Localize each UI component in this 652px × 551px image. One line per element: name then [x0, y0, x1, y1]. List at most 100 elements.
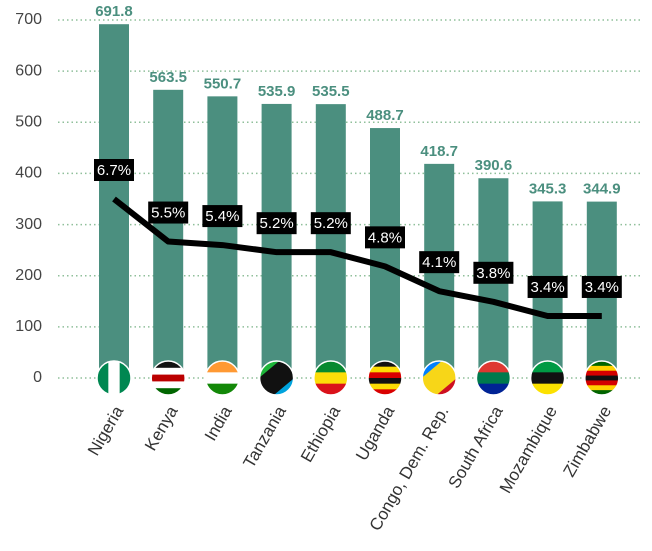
flag-stripe	[368, 372, 402, 379]
flag-stripe	[530, 372, 565, 385]
line-value-label: 5.2%	[259, 215, 293, 232]
flag-stripe	[584, 385, 619, 391]
flag-border	[421, 360, 457, 396]
flag-stripe	[108, 361, 121, 395]
flag-stripe	[119, 361, 131, 395]
y-tick-label: 100	[15, 318, 42, 335]
flag-border	[96, 360, 132, 396]
y-tick-label: 400	[15, 165, 42, 182]
flag-stripe	[584, 375, 619, 381]
y-tick-label: 0	[33, 369, 42, 386]
flag-stripe	[368, 378, 402, 385]
flag-stripe	[151, 388, 186, 395]
bar-value-label: 691.8	[95, 3, 133, 20]
flag-stripe	[368, 383, 402, 390]
flag-stripe	[584, 390, 619, 395]
flag	[97, 361, 131, 395]
flag-border	[204, 360, 241, 396]
line-value-label: 5.5%	[151, 205, 185, 222]
flag-border	[475, 360, 512, 396]
flag-stripe	[205, 361, 240, 373]
flag-stripe	[476, 372, 511, 385]
flag-stripe	[205, 383, 240, 395]
flag-stripe	[368, 361, 402, 368]
bar-value-label: 390.6	[475, 157, 513, 174]
bar	[261, 103, 292, 379]
flag-stripe	[368, 389, 402, 395]
flag-border	[258, 360, 295, 396]
line	[112, 196, 602, 319]
y-tick-label: 300	[15, 216, 42, 233]
x-tick-label: South Africa	[444, 402, 507, 491]
flag-stripe	[584, 380, 619, 386]
flag	[151, 361, 186, 395]
flag-stripe	[584, 361, 619, 367]
label-box	[148, 201, 189, 224]
bar-value-label: 488.7	[366, 107, 404, 124]
flag-stripe	[97, 361, 109, 395]
flag	[530, 361, 565, 395]
bar	[370, 128, 400, 378]
x-tick-label: Tanzania	[239, 402, 290, 471]
flag-stripe	[205, 372, 240, 385]
flag	[584, 361, 619, 395]
flag-stripe	[584, 365, 619, 372]
y-tick-label: 200	[15, 267, 42, 284]
label-box	[202, 205, 243, 228]
label-box	[310, 212, 351, 235]
x-tick-label: Nigeria	[84, 402, 128, 459]
line-value-label: 6.7%	[97, 162, 131, 179]
label-box	[365, 226, 405, 249]
line-value-label: 4.8%	[368, 229, 402, 246]
flag-border	[584, 360, 620, 396]
bar-value-label: 563.5	[149, 69, 187, 86]
flag-stripe	[151, 367, 186, 376]
line-value-label: 5.2%	[314, 215, 348, 232]
x-tick-label: Mozambique	[496, 403, 561, 497]
flag-stripe	[476, 361, 511, 373]
line-value-label: 3.8%	[476, 265, 510, 282]
flag-stripe	[313, 361, 348, 373]
flag	[313, 361, 348, 395]
line-value-label: 4.1%	[422, 254, 456, 271]
flag-border	[367, 360, 403, 396]
label-box	[473, 261, 514, 284]
x-tick-label: Zimbabwe	[559, 403, 615, 480]
bar-value-label: 418.7	[420, 143, 458, 160]
flag-stripe	[151, 381, 186, 389]
flag-stripe	[368, 366, 402, 373]
y-tick-label: 500	[15, 114, 42, 131]
bar-value-label: 345.3	[529, 180, 567, 197]
label-box	[419, 251, 460, 274]
flag-stripe	[151, 361, 186, 369]
bar-value-label: 535.9	[258, 83, 296, 100]
label-box	[581, 275, 622, 298]
flag-stripe	[313, 383, 348, 395]
line-value-label: 3.4%	[585, 279, 619, 296]
flag-border	[313, 360, 349, 396]
x-tick-label: Kenya	[141, 402, 182, 454]
bar-value-label: 535.5	[312, 83, 350, 100]
bar	[207, 96, 238, 378]
bar	[315, 104, 346, 378]
flag	[368, 361, 402, 395]
flag-stripe	[530, 361, 565, 373]
x-tick-label: Ethiopia	[297, 402, 344, 465]
x-tick-label: India	[201, 402, 236, 444]
flag-stripe	[476, 383, 511, 395]
flag-stripe	[530, 383, 565, 395]
flag	[476, 361, 511, 395]
y-tick-label: 700	[15, 11, 42, 28]
label-box	[256, 212, 297, 235]
flag	[205, 361, 240, 395]
x-tick-label: Uganda	[352, 402, 399, 464]
label-box	[527, 275, 568, 298]
flag-stripe	[151, 374, 186, 382]
flag-stripe	[313, 372, 348, 385]
bar-value-label: 550.7	[204, 75, 242, 92]
label-box	[94, 159, 134, 181]
line-value-label: 3.4%	[530, 279, 564, 296]
line-value-label: 5.4%	[205, 208, 239, 225]
flag-border	[529, 360, 566, 396]
